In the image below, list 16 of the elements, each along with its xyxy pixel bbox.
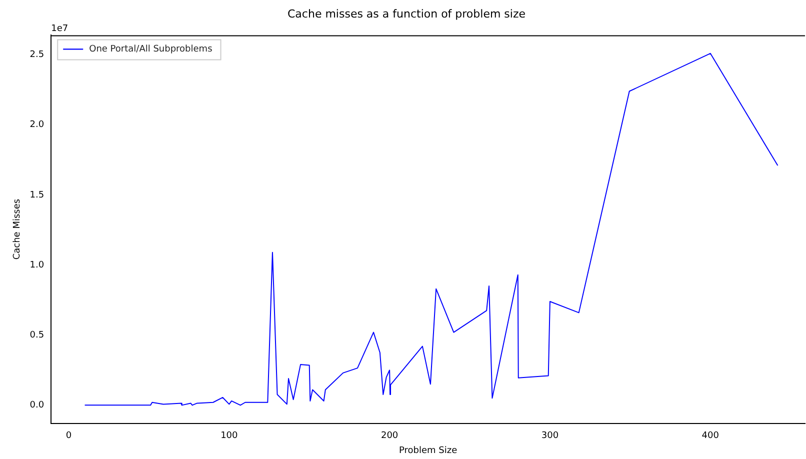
y-tick-label: 0.0 — [30, 400, 44, 411]
x-tick-label: 100 — [220, 431, 238, 442]
text: 1e7 — [51, 24, 68, 34]
y-tick-label: 0.5 — [30, 330, 44, 340]
y-tick-label: 2.0 — [30, 120, 44, 130]
y-tick-label: 2.5 — [30, 50, 44, 60]
y-tick-label: 1.0 — [30, 260, 44, 270]
x-axis-title: Problem Size — [398, 446, 458, 456]
y-tick-label: 1.5 — [30, 190, 44, 200]
x-tick-label: 200 — [380, 431, 398, 442]
x-tick-label: 400 — [702, 431, 720, 442]
x-tick-label: 0 — [66, 431, 72, 442]
y-axis-title: Cache Misses — [12, 198, 23, 260]
legend-label: One Portal/All Subproblems — [89, 44, 213, 55]
x-tick-label: 300 — [541, 431, 559, 442]
chart-title: Cache misses as a function of problem size — [287, 7, 526, 20]
